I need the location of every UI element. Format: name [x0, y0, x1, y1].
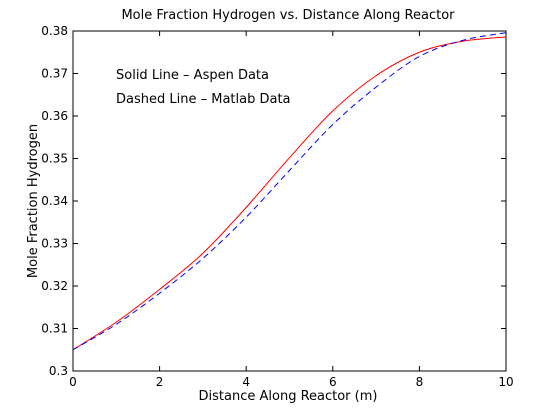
x-tick-label: 4 [242, 375, 250, 389]
x-axis: 0 2 4 6 8 10 [69, 31, 514, 389]
y-tick-label: 0.33 [41, 237, 68, 251]
y-axis-label: Mole Fraction Hydrogen [26, 124, 41, 278]
y-tick-label: 0.35 [41, 152, 68, 166]
chart-title: Mole Fraction Hydrogen vs. Distance Alon… [121, 8, 455, 23]
y-tick-label: 0.38 [41, 24, 68, 38]
x-tick-label: 10 [498, 375, 513, 389]
series-line-solid [72, 36, 507, 351]
x-tick-label: 8 [416, 375, 424, 389]
y-tick-label: 0.34 [41, 194, 68, 208]
x-tick-label: 6 [329, 375, 337, 389]
annotation-solid-line: Solid Line – Aspen Data [116, 68, 269, 83]
annotation-dashed-line: Dashed Line – Matlab Data [116, 92, 291, 107]
x-tick-label: 2 [156, 375, 164, 389]
series-line-dashed [72, 32, 507, 351]
y-axis: 0.3 0.31 0.32 0.33 0.34 0.35 0.36 0.37 0.38 [41, 24, 506, 378]
y-tick-label: 0.37 [41, 67, 68, 81]
x-tick-label: 0 [69, 375, 77, 389]
y-tick-label: 0.36 [41, 109, 68, 123]
y-tick-label: 0.31 [41, 322, 68, 336]
plot-area [72, 30, 507, 372]
series-layer [72, 32, 507, 351]
x-axis-label: Distance Along Reactor (m) [199, 389, 378, 404]
y-tick-label: 0.32 [41, 279, 68, 293]
y-tick-label: 0.3 [49, 364, 68, 378]
